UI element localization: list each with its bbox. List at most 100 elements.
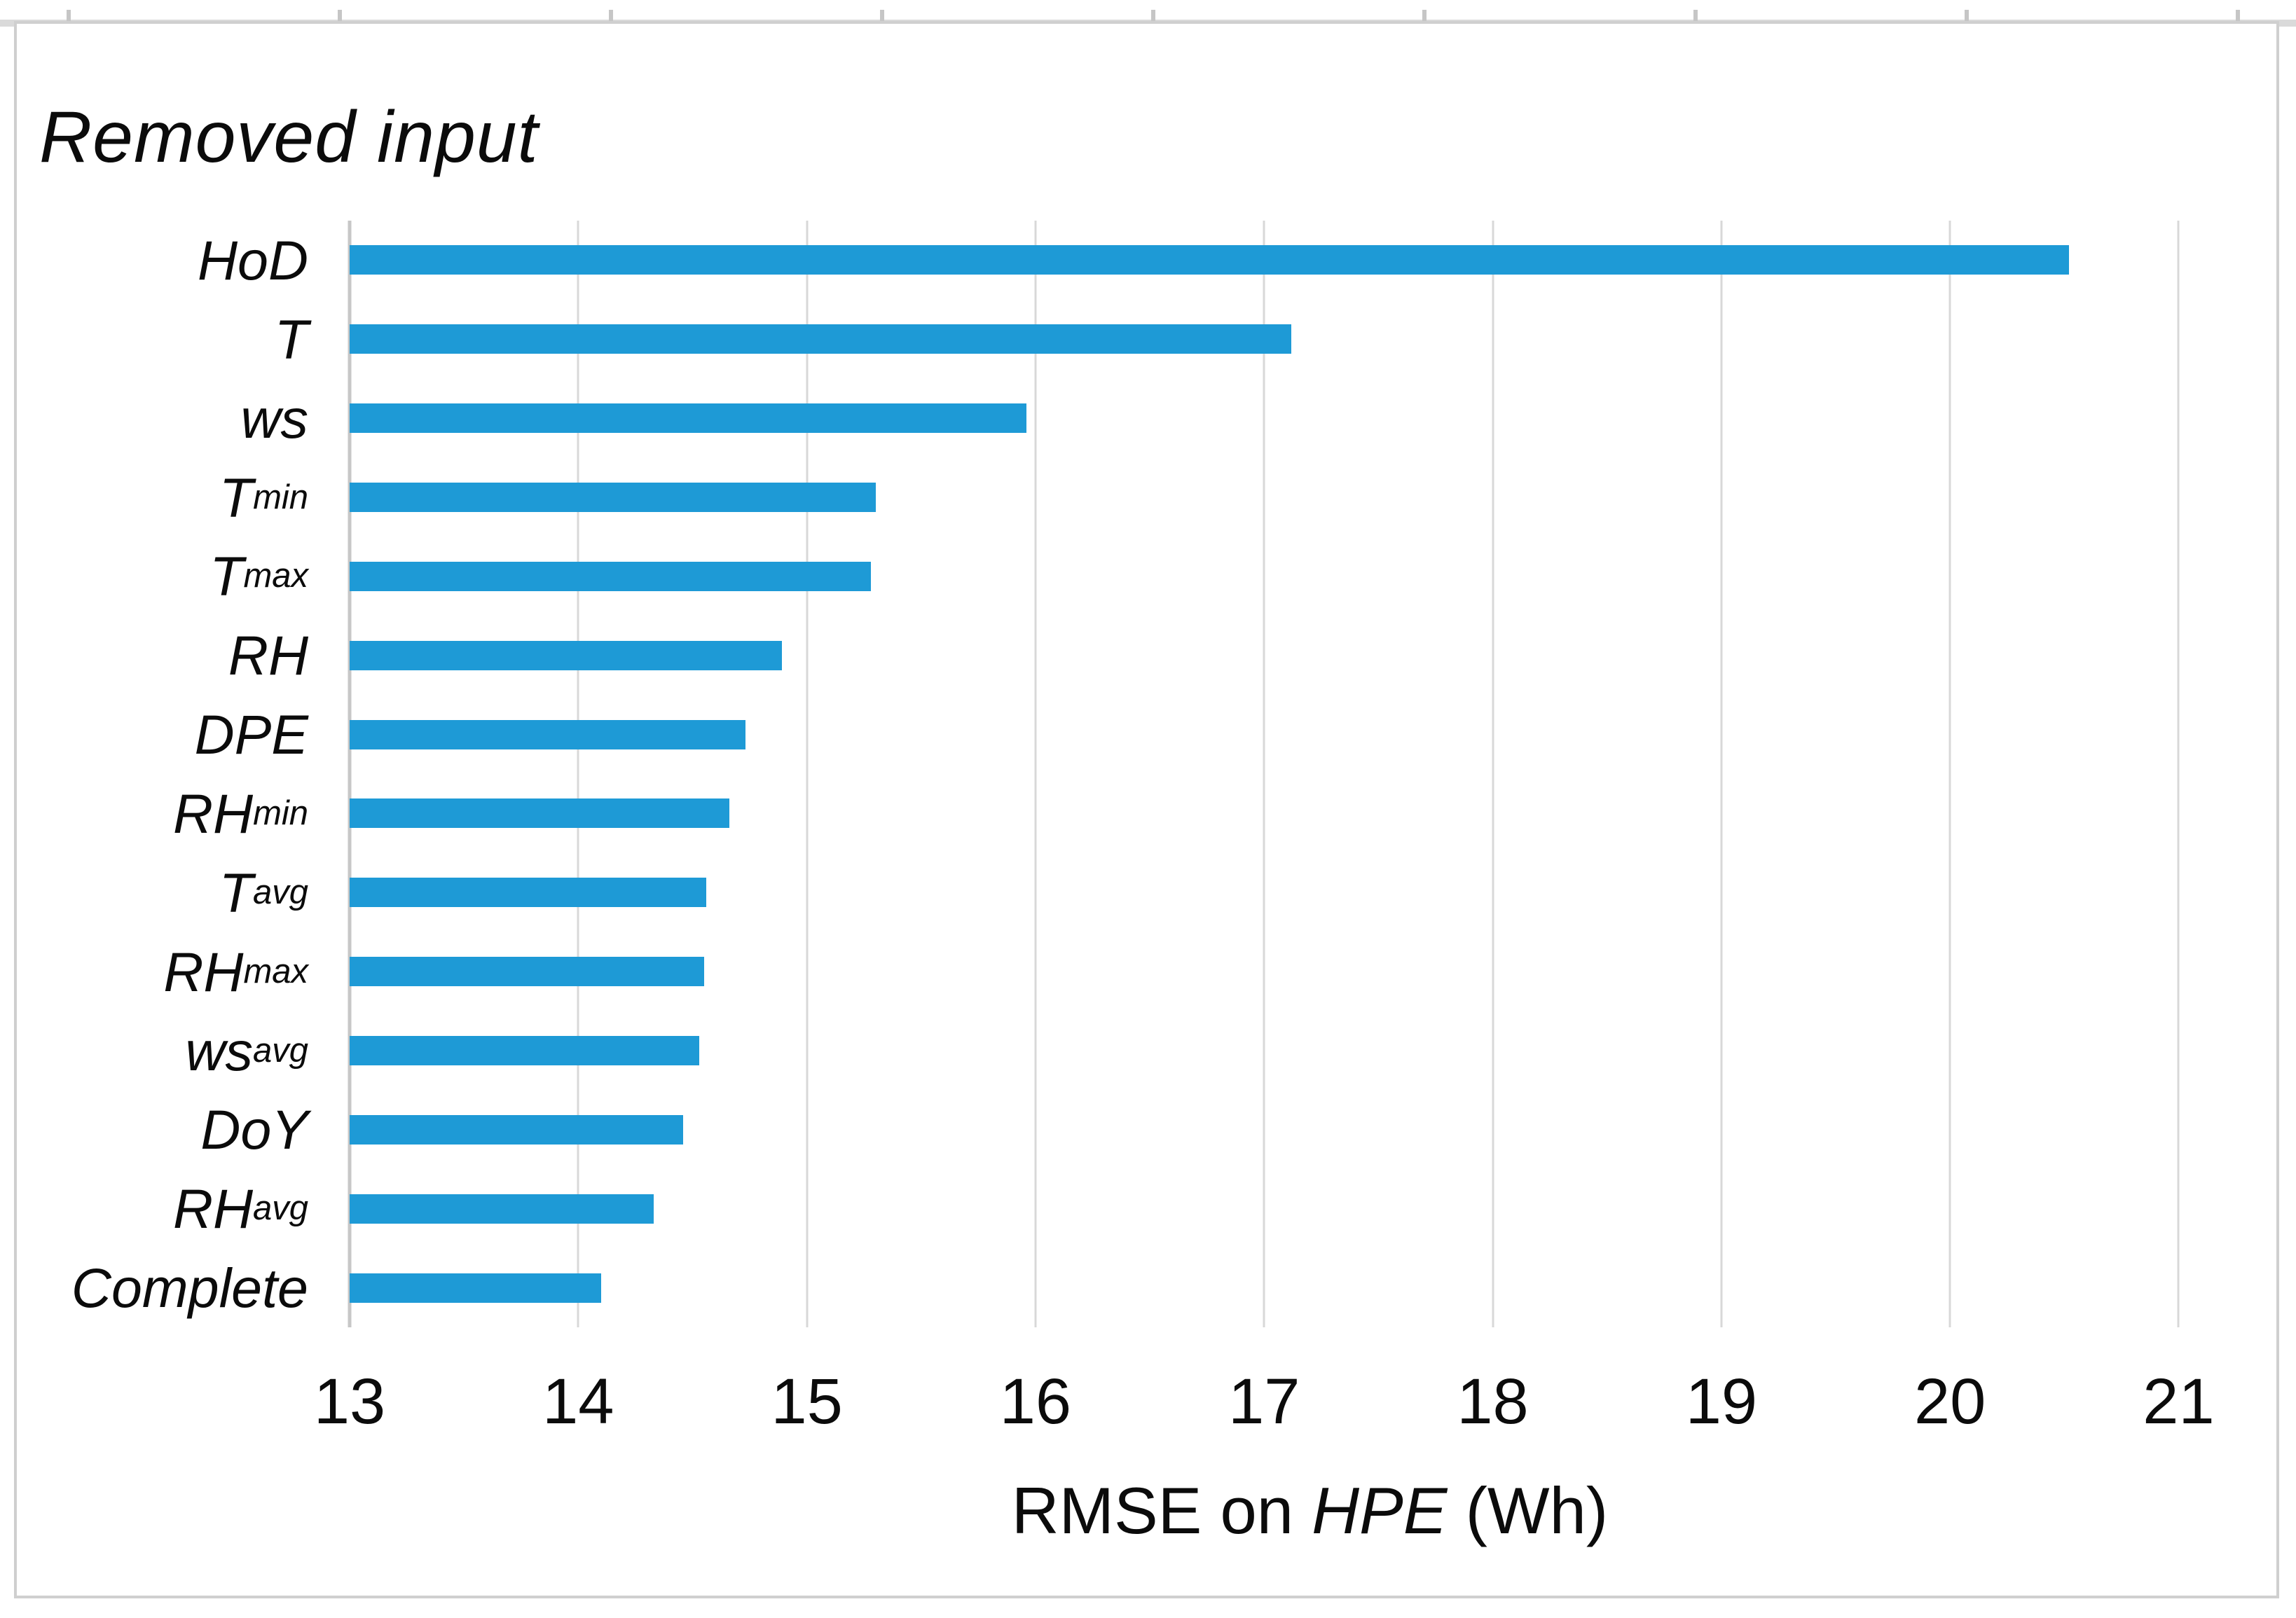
gridline-20 [1948,221,1951,1327]
category-label-subscript: max [243,952,308,990]
category-label-RHmax: RH max [0,932,308,1011]
bar-DoY [350,1114,684,1145]
category-label-text: HoD [197,228,308,291]
category-label-RHavg: RH avg [0,1169,308,1248]
crop-artifact-tick [338,10,342,21]
bar-Tavg [350,878,707,908]
x-tick-label-16: 16 [999,1366,1072,1437]
bar-row-T [350,300,2270,379]
chart-title: Removed input [39,97,539,178]
x-tick-label-19: 19 [1685,1366,1758,1437]
x-axis-title-unit: (Wh) [1447,1474,1609,1547]
x-axis-tick-labels: 13 14 15 16 17 18 19 20 21 [314,1366,2270,1446]
gridline-14 [577,221,579,1327]
category-label-DPE: DPE [0,695,308,774]
crop-artifact-tick [2236,10,2240,21]
category-label-text: RH [228,624,308,687]
category-label-subscript: min [253,478,308,516]
x-tick-label-21: 21 [2143,1366,2215,1437]
bar-Tmax [350,561,871,591]
bar-Complete [350,1273,601,1303]
x-tick-label-18: 18 [1457,1366,1529,1437]
category-label-RHmin: RH min [0,774,308,853]
category-label-subscript: min [253,794,308,832]
category-label-text: DoY [200,1098,308,1161]
bar-RHmax [350,957,704,987]
category-label-RH: RH [0,616,308,695]
gridline-17 [1263,221,1265,1327]
bar-row-Tmin [350,458,2270,537]
category-label-text: ws [185,1019,254,1082]
bar-row-RHavg [350,1169,2270,1248]
x-tick-label-15: 15 [771,1366,843,1437]
bar-row-RHmax [350,932,2270,1011]
crop-artifact-tick [67,10,71,21]
category-label-ws: ws [0,379,308,458]
bar-row-RH [350,616,2270,695]
bar-row-Tavg [350,853,2270,932]
bar-row-DPE [350,695,2270,774]
category-label-text: ws [240,387,308,450]
gridline-19 [1720,221,1723,1327]
category-label-text: RH [172,782,254,845]
bar-RHmin [350,798,729,829]
bar-DPE [350,719,745,749]
category-label-text: Complete [71,1257,308,1320]
gridline-15 [806,221,809,1327]
crop-artifact-tick [1422,10,1427,21]
x-tick-label-20: 20 [1913,1366,1986,1437]
x-axis-title-variable: HPE [1312,1474,1448,1547]
x-tick-label-14: 14 [542,1366,614,1437]
crop-artifact-tick [1693,10,1698,21]
category-label-Complete: Complete [0,1248,308,1327]
category-label-subscript: max [243,557,308,595]
x-axis-title-prefix: RMSE on [1011,1474,1312,1547]
bar-row-DoY [350,1090,2270,1169]
category-label-text: RH [163,940,244,1003]
category-label-HoD: HoD [0,221,308,300]
bar-RHavg [350,1194,654,1224]
gridline-18 [1492,221,1494,1327]
crop-artifact-tick [880,10,884,21]
category-label-text: DPE [194,703,308,766]
bar-Tmin [350,483,876,512]
gridline-21 [2177,221,2180,1327]
category-label-text: T [219,466,254,529]
category-label-subscript: avg [253,1189,308,1228]
bar-HoD [350,245,2069,275]
crop-artifact-tick [1965,10,1969,21]
bar-T [350,324,1292,354]
plot-area [348,221,2270,1327]
bar-row-RHmin [350,774,2270,853]
x-tick-label-13: 13 [313,1366,386,1437]
gridline-16 [1034,221,1037,1327]
gridline-13 [348,221,352,1327]
bar-row-Complete [350,1248,2270,1327]
category-label-subscript: avg [253,1031,308,1070]
category-label-DoY: DoY [0,1090,308,1169]
bar-row-Tmax [350,537,2270,616]
bar-series [350,221,2270,1327]
bar-row-wsavg [350,1011,2270,1091]
category-label-text: RH [172,1177,254,1240]
x-tick-label-17: 17 [1228,1366,1300,1437]
bar-ws [350,403,1026,434]
bar-wsavg [350,1036,700,1066]
crop-artifact-tick [1151,10,1155,21]
bar-RH [350,640,782,670]
bar-row-ws [350,379,2270,458]
category-label-text: T [209,545,244,608]
category-label-subscript: avg [253,873,308,911]
category-label-wsavg: ws avg [0,1011,308,1091]
category-label-T: T [0,300,308,379]
category-label-text: T [219,861,254,924]
x-axis-title: RMSE on HPE (Wh) [350,1478,2270,1544]
category-label-text: T [274,307,308,371]
crop-artifact-tick [609,10,613,21]
bar-row-HoD [350,221,2270,300]
